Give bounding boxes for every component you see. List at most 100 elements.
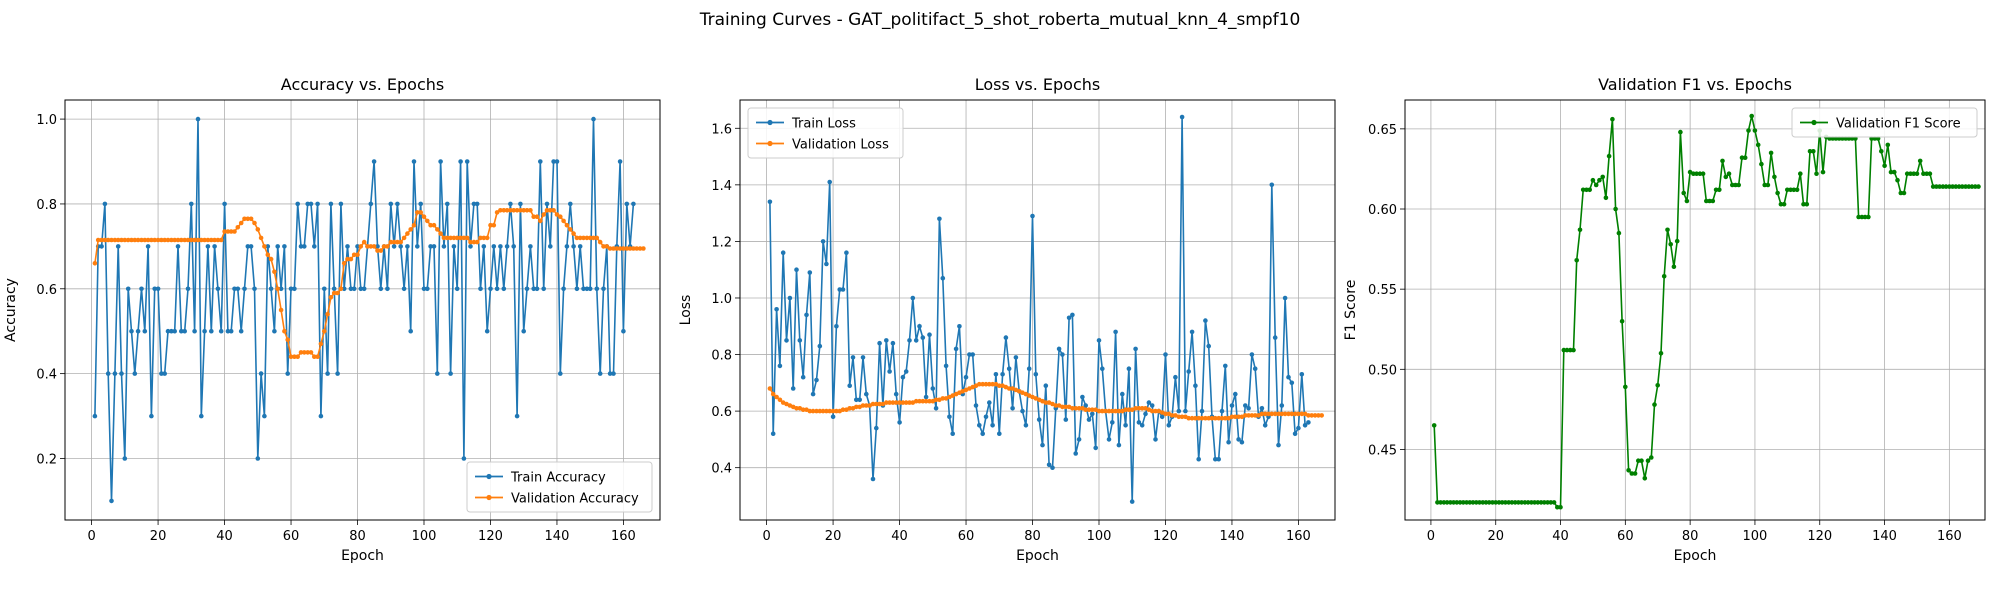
chart-1-series-2-point xyxy=(528,208,533,213)
chart-2-series-1-point xyxy=(847,383,852,389)
chart-2-series-1-point xyxy=(790,386,796,391)
chart-1-series-1-point xyxy=(209,328,214,334)
chart-2-series-2-point xyxy=(1116,408,1122,414)
chart-2-y-axis-label: Loss xyxy=(678,295,694,326)
chart-1-series-2-point xyxy=(435,227,440,232)
chart-2-series-1-point xyxy=(930,386,936,391)
chart-1-series-1-point xyxy=(345,244,350,249)
chart-2-series-1-point xyxy=(767,199,773,205)
chart-1-x-tick-label: 80 xyxy=(349,529,366,544)
chart-1-series-2-point xyxy=(292,354,297,360)
chart-3-series-1-point xyxy=(1950,184,1955,189)
chart-1-series-1-point xyxy=(621,328,626,334)
chart-3-series-1-point xyxy=(1516,500,1521,505)
chart-1-series-2-point xyxy=(115,237,121,243)
chart-1-series-1-point xyxy=(531,286,536,292)
chart-1-series-2-point xyxy=(361,239,367,245)
chart-1-series-1-point xyxy=(258,371,264,376)
chart-2-series-1-point xyxy=(817,343,823,349)
chart-3-series-1-point xyxy=(1859,214,1865,220)
chart-3-series-1-point xyxy=(1561,347,1567,353)
chart-3-series-1-point xyxy=(1668,242,1673,247)
chart-1-series-1-point xyxy=(248,244,254,249)
chart-1-series-1-point xyxy=(199,413,204,419)
chart-2-series-1-point xyxy=(794,267,799,273)
chart-2-series-1-point xyxy=(937,216,942,222)
chart-1-x-axis-label: Epoch xyxy=(341,548,384,564)
chart-2-series-2-point xyxy=(1312,413,1318,418)
figure-suptitle: Training Curves - GAT_politifact_5_shot_… xyxy=(699,10,1301,30)
chart-3-series-1-point xyxy=(1606,153,1612,159)
chart-1-series-1-point xyxy=(501,286,507,292)
chart-3-series-1-point xyxy=(1454,500,1460,505)
chart-1-series-2-point xyxy=(398,239,404,245)
chart-1-series-2-point xyxy=(189,237,194,243)
chart-2-frame xyxy=(739,99,1336,521)
chart-2-series-1-point xyxy=(900,374,906,380)
chart-1-series-2-point xyxy=(192,237,197,243)
chart-2-series-2-point xyxy=(794,406,799,411)
chart-1-series-2-point xyxy=(584,235,590,241)
chart-2-series-2-point xyxy=(877,401,882,407)
chart-1-series-1-point xyxy=(228,328,234,334)
chart-3-series-1-point xyxy=(1545,500,1550,505)
chart-1-series-1-point xyxy=(488,286,493,292)
chart-1-series-2-point xyxy=(614,246,620,251)
chart-3-series-1-point xyxy=(1943,184,1949,189)
chart-1-series-2-point xyxy=(504,208,510,213)
chart-3-series-1-point xyxy=(1587,187,1592,193)
chart-1-series-2-point xyxy=(591,235,596,241)
chart-2-series-1-point xyxy=(824,261,829,267)
chart-1-series-1-point xyxy=(331,286,337,292)
chart-2-series-1-point xyxy=(993,372,999,377)
chart-2-series-1-point xyxy=(854,397,859,403)
chart-1-series-1-point xyxy=(438,159,443,164)
chart-1-series-1-point xyxy=(591,116,596,122)
chart-3-series-1-point xyxy=(1759,161,1764,167)
chart-3-series-1-point xyxy=(1730,182,1735,188)
chart-2-series-1-point xyxy=(797,338,803,343)
chart-2-series-1-point xyxy=(1003,335,1009,340)
chart-3-series-1-point xyxy=(1901,190,1907,196)
chart-3-series-1-point xyxy=(1435,500,1440,505)
chart-3-series-1-point xyxy=(1892,169,1897,175)
chart-1-series-1-point xyxy=(165,328,171,334)
chart-3-series-1-point xyxy=(1551,500,1557,505)
chart-1-series-1-point xyxy=(235,286,241,292)
chart-1-series-2-point xyxy=(564,222,570,228)
chart-2-series-1-point xyxy=(1186,369,1191,374)
chart-3-series-1-point xyxy=(1726,171,1732,176)
chart-2-series-2-point xyxy=(1106,408,1112,414)
chart-1-series-2-point xyxy=(581,235,586,241)
chart-3-series-1-point xyxy=(1674,238,1680,244)
chart-1-series-2-point xyxy=(209,237,214,243)
chart-1-series-2-point xyxy=(322,328,327,334)
chart-1-series-2-point xyxy=(395,239,400,245)
chart-1-series-1-point xyxy=(335,371,340,376)
chart-2-x-tick-label: 40 xyxy=(891,529,908,544)
chart-2-series-2-point xyxy=(854,404,859,410)
chart-1-series-1-point xyxy=(282,244,287,249)
chart-1-series-2-point xyxy=(228,229,234,234)
chart-1-series-1-point xyxy=(215,286,221,292)
chart-2-series-1-point xyxy=(1259,406,1265,411)
chart-1-series-1-point xyxy=(574,286,580,292)
chart-1-series-2-point xyxy=(554,212,560,217)
chart-1-series-1-point xyxy=(494,286,500,292)
chart-1-series-2-point xyxy=(445,235,450,241)
chart-3-series-1-point xyxy=(1613,206,1618,212)
chart-1-series-2-point xyxy=(102,237,108,243)
chart-1-series-1-point xyxy=(564,244,570,249)
chart-2-series-1-point xyxy=(973,403,979,408)
chart-1-series-1-point xyxy=(245,244,251,249)
chart-3-series-1-point xyxy=(1519,500,1524,505)
chart-1-series-2-point xyxy=(225,229,231,234)
chart-1-legend-label: Train Accuracy xyxy=(510,471,606,486)
chart-3-series-1-point xyxy=(1801,201,1806,207)
chart-1-series-1-point xyxy=(115,244,121,249)
chart-3-series-1-point xyxy=(1661,274,1667,279)
chart-1-series-1-line xyxy=(94,119,635,501)
chart-1-series-2-point xyxy=(514,208,520,213)
chart-1-series-1-point xyxy=(471,201,477,207)
chart-2-series-2-point xyxy=(1213,415,1218,421)
